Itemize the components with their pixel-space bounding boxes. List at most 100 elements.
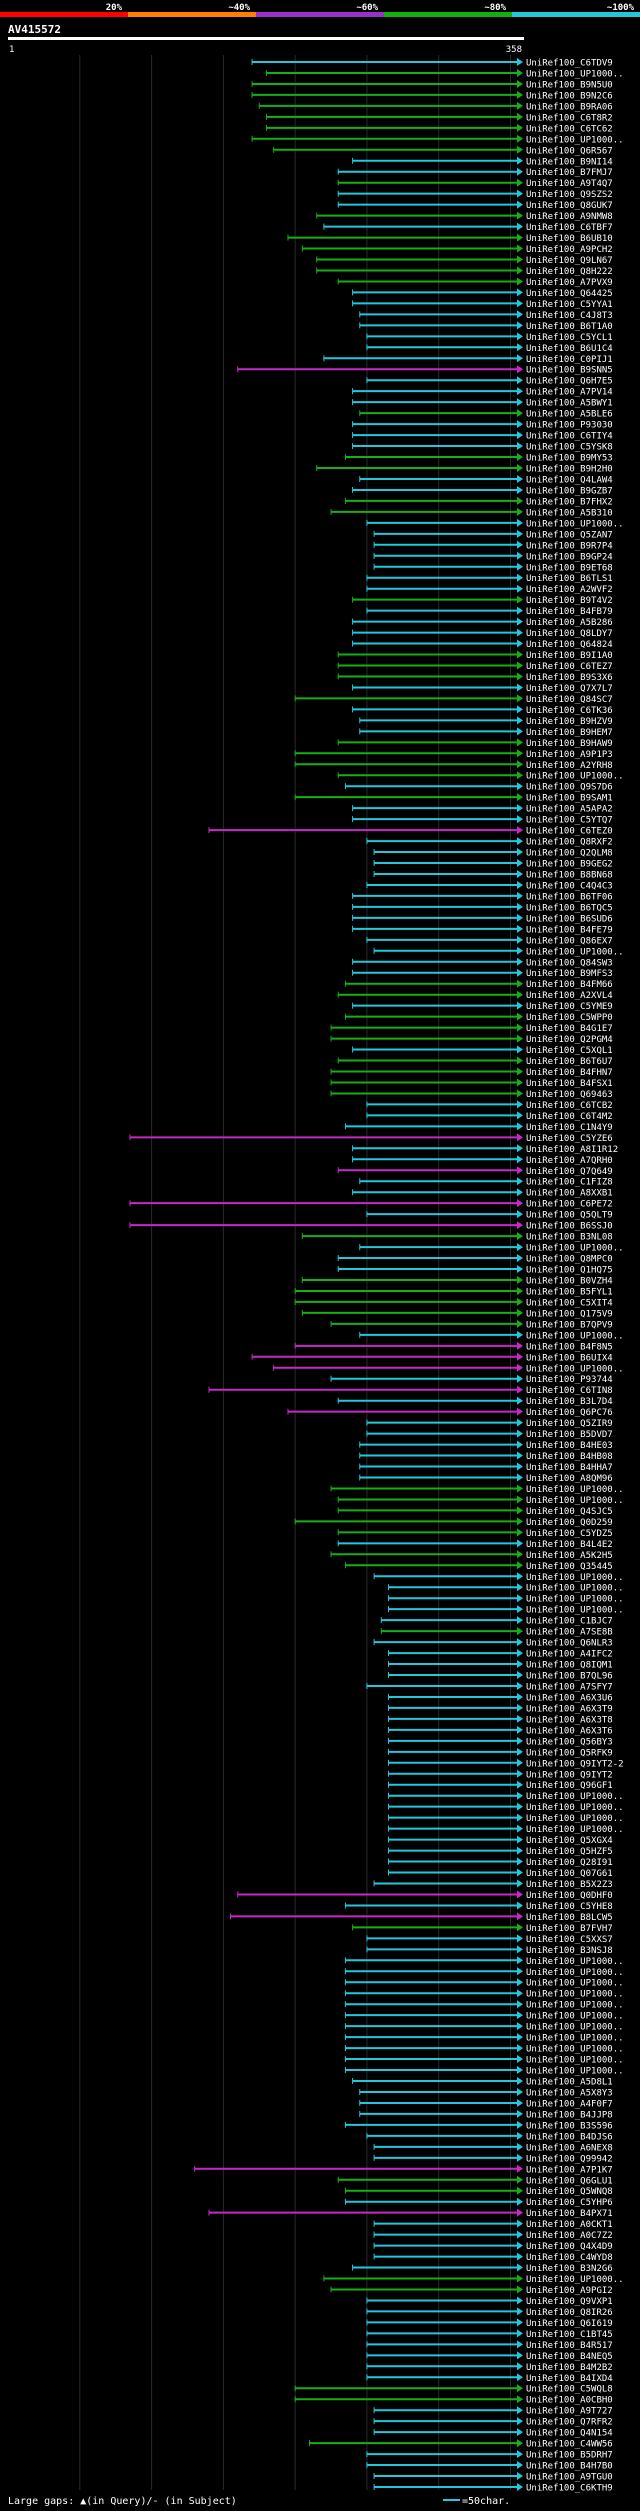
hit-end-arrow <box>517 112 523 121</box>
hit-end-arrow <box>517 2153 523 2162</box>
hit-label: UniRef100_C1BJC7 <box>526 1617 613 1627</box>
hit-end-arrow <box>517 595 523 604</box>
hit-label: UniRef100_A7PVX9 <box>526 278 613 288</box>
hit-end-arrow <box>517 178 523 187</box>
hit-end-arrow <box>517 211 523 220</box>
hit-label: UniRef100_C6PE72 <box>526 1200 613 1210</box>
hit-end-arrow <box>517 1539 523 1548</box>
scale-label: ~80% <box>484 3 506 13</box>
hit-end-arrow <box>517 1243 523 1252</box>
hit-label: UniRef100_B5DRH7 <box>526 2451 613 2461</box>
hit-end-arrow <box>517 848 523 857</box>
hit-label: UniRef100_UP1000.. <box>526 1792 624 1802</box>
hit-label: UniRef100_C6T4M2 <box>526 1112 613 1122</box>
hit-end-arrow <box>517 1671 523 1680</box>
hit-end-arrow <box>517 880 523 889</box>
hit-label: UniRef100_C4J8T3 <box>526 311 613 321</box>
hit-end-arrow <box>517 2252 523 2261</box>
hit-end-arrow <box>517 2263 523 2272</box>
hit-label: UniRef100_Q64824 <box>526 640 613 650</box>
hit-label: UniRef100_Q8LDY7 <box>526 629 613 639</box>
scale-label: ~60% <box>356 3 378 13</box>
hit-label: UniRef100_Q5WNQ8 <box>526 2187 613 2197</box>
hit-label: UniRef100_A9TGU0 <box>526 2473 613 2483</box>
large-gaps-legend: Large gaps: ▲(in Query)/- (in Subject) <box>8 2496 237 2507</box>
hit-label: UniRef100_UP1000.. <box>526 1957 624 1967</box>
hit-end-arrow <box>517 1319 523 1328</box>
hit-label: UniRef100_A8I1R12 <box>526 1145 618 1155</box>
hit-end-arrow <box>517 1429 523 1438</box>
hit-end-arrow <box>517 1802 523 1811</box>
hit-end-arrow <box>517 1517 523 1526</box>
hit-label: UniRef100_UP1000.. <box>526 2034 624 2044</box>
hit-end-arrow <box>517 946 523 955</box>
hit-label: UniRef100_A2YRH8 <box>526 761 613 771</box>
hit-end-arrow <box>517 1835 523 1844</box>
hit-label: UniRef100_UP1000.. <box>526 1584 624 1594</box>
hit-end-arrow <box>517 1177 523 1186</box>
hit-end-arrow <box>517 1210 523 1219</box>
hit-label: UniRef100_C5YCL1 <box>526 333 613 343</box>
hit-end-arrow <box>517 584 523 593</box>
hit-label: UniRef100_B7QL96 <box>526 1672 613 1682</box>
hit-label: UniRef100_A7SE8B <box>526 1628 613 1638</box>
hit-end-arrow <box>517 1188 523 1197</box>
hit-end-arrow <box>517 485 523 494</box>
hit-label: UniRef100_B3L7D4 <box>526 1397 613 1407</box>
hit-end-arrow <box>517 1473 523 1482</box>
hit-label: UniRef100_B9R7P4 <box>526 541 613 551</box>
hit-end-arrow <box>517 2461 523 2470</box>
hit-end-arrow <box>517 1912 523 1921</box>
hit-label: UniRef100_A6X3U6 <box>526 1693 613 1703</box>
scale-segment <box>384 12 512 17</box>
hit-label: UniRef100_Q28I91 <box>526 1858 613 1868</box>
hit-label: UniRef100_B9HZV9 <box>526 717 613 727</box>
hit-end-arrow <box>517 1572 523 1581</box>
hit-end-arrow <box>517 1078 523 1087</box>
hit-label: UniRef100_Q8IR26 <box>526 2308 613 2318</box>
hit-end-arrow <box>517 2142 523 2151</box>
hit-end-arrow <box>517 1385 523 1394</box>
hit-end-arrow <box>517 2472 523 2481</box>
scale-segment <box>512 12 640 17</box>
hit-end-arrow <box>517 2483 523 2491</box>
hit-label: UniRef100_A7QRH0 <box>526 1156 613 1166</box>
hit-label: UniRef100_UP1000.. <box>526 1595 624 1605</box>
hit-end-arrow <box>517 2098 523 2107</box>
hit-label: UniRef100_A7SFY7 <box>526 1682 613 1692</box>
hit-end-arrow <box>517 1725 523 1734</box>
hit-end-arrow <box>517 1440 523 1449</box>
hit-label: UniRef100_Q5ZIR9 <box>526 1419 613 1429</box>
hit-end-arrow <box>517 705 523 714</box>
hit-label: UniRef100_A7PV14 <box>526 388 613 398</box>
hit-label: UniRef100_Q9S7D6 <box>526 783 613 793</box>
hit-end-arrow <box>517 2362 523 2371</box>
hit-label: UniRef100_A8XXB1 <box>526 1189 613 1199</box>
hit-end-arrow <box>517 2406 523 2415</box>
hit-end-arrow <box>517 2329 523 2338</box>
hit-end-arrow <box>517 58 523 66</box>
hit-label: UniRef100_Q5QLT9 <box>526 1211 613 1221</box>
hit-label: UniRef100_B9GZB7 <box>526 486 613 496</box>
hit-end-arrow <box>517 2307 523 2316</box>
hit-end-arrow <box>517 156 523 165</box>
hit-end-arrow <box>517 826 523 835</box>
hit-label: UniRef100_UP1000.. <box>526 135 624 145</box>
hit-label: UniRef100_UP1000.. <box>526 1968 624 1978</box>
hit-label: UniRef100_C6TBF7 <box>526 223 613 233</box>
hit-label: UniRef100_A9P1P3 <box>526 750 613 760</box>
hit-end-arrow <box>517 1528 523 1537</box>
hit-end-arrow <box>517 562 523 571</box>
hit-end-arrow <box>517 1012 523 1021</box>
hit-label: UniRef100_B4H7B0 <box>526 2462 613 2472</box>
hit-label: UniRef100_Q5XGX4 <box>526 1836 613 1846</box>
hit-end-arrow <box>517 1561 523 1570</box>
hit-end-arrow <box>517 1616 523 1625</box>
scale-legend-label: =50char. <box>462 2496 510 2507</box>
hit-label: UniRef100_Q175V9 <box>526 1309 613 1319</box>
hit-label: UniRef100_Q5HZF5 <box>526 1847 613 1857</box>
hit-end-arrow <box>517 815 523 824</box>
hit-end-arrow <box>517 1495 523 1504</box>
hit-label: UniRef100_B9GP24 <box>526 552 613 562</box>
hit-end-arrow <box>517 1813 523 1822</box>
